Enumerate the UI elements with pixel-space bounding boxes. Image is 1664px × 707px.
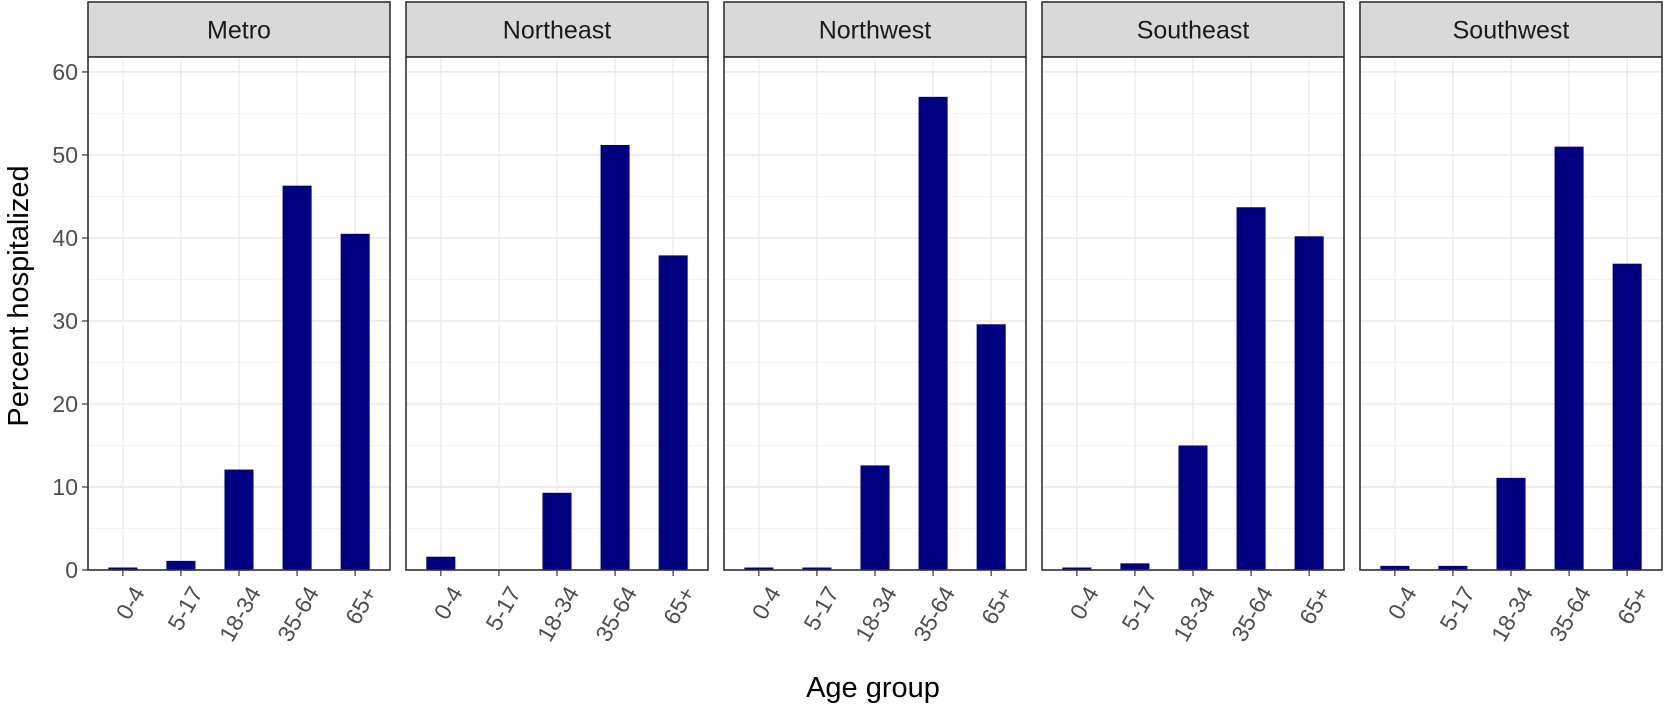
y-tick-label: 10	[52, 474, 78, 500]
facet-strip-label: Southwest	[1453, 17, 1570, 45]
x-tick-label: 35-64	[1226, 582, 1278, 646]
x-tick-label: 18-34	[214, 582, 266, 646]
x-tick-label: 0-4	[111, 582, 150, 624]
bar	[340, 233, 370, 571]
facet-strip	[405, 1, 709, 58]
bar	[1236, 207, 1266, 571]
x-tick-label: 65+	[1612, 582, 1654, 629]
x-tick-label: 5-17	[1116, 582, 1162, 635]
bar	[1554, 146, 1584, 570]
bar	[1062, 567, 1092, 570]
bar	[744, 567, 774, 570]
x-tick-label: 5-17	[162, 582, 208, 635]
x-tick-label: 35-64	[908, 582, 960, 646]
facet-strip	[87, 1, 391, 58]
x-tick-label: 18-34	[1486, 582, 1538, 646]
bar	[918, 96, 948, 570]
y-axis-title: Percent hospitalized	[3, 165, 35, 426]
y-tick-label: 50	[52, 142, 78, 168]
bar	[166, 560, 196, 570]
y-tick-label: 20	[52, 391, 78, 417]
facet-strip-label: Northeast	[503, 17, 611, 45]
facet-panel: Metro 0-4 5-17 18-34 35-64 65+	[87, 1, 391, 646]
facet-strip	[723, 1, 1027, 58]
x-tick-label: 0-4	[1065, 582, 1104, 624]
x-tick-label: 65+	[340, 582, 382, 629]
facet-strip	[1359, 1, 1663, 58]
y-tick-label: 30	[52, 308, 78, 334]
y-tick-label: 60	[52, 59, 78, 85]
bar	[802, 567, 832, 570]
bar	[1294, 236, 1324, 570]
x-tick-label: 65+	[658, 582, 700, 629]
x-tick-label: 18-34	[850, 582, 902, 646]
bar	[108, 567, 138, 570]
facet-strip	[1041, 1, 1345, 58]
x-tick-label: 35-64	[590, 582, 642, 646]
facet-panel: Northwest 0-4 5-17 18-34 35-64 65+	[723, 1, 1027, 646]
x-tick-label: 5-17	[1434, 582, 1480, 635]
x-tick-label: 0-4	[747, 582, 786, 624]
bar	[1438, 565, 1468, 570]
x-tick-label: 35-64	[1544, 582, 1596, 646]
x-tick-label: 5-17	[798, 582, 844, 635]
bar	[976, 324, 1006, 570]
facet-panel: Southeast 0-4 5-17 18-34 35-64 65+	[1041, 1, 1345, 646]
bar	[426, 556, 456, 570]
facet-panel: Northeast 0-4 5-17 18-34 35-64 65+	[405, 1, 709, 646]
facet-strip-label: Southeast	[1137, 17, 1250, 45]
y-tick-label: 0	[65, 557, 78, 583]
facet-strip-label: Northwest	[819, 17, 932, 45]
x-tick-label: 65+	[976, 582, 1018, 629]
facet-panel: Southwest 0-4 5-17 18-34 35-64 65+	[1359, 1, 1663, 646]
x-tick-label: 18-34	[1168, 582, 1220, 646]
bar	[224, 469, 254, 570]
x-tick-label: 5-17	[480, 582, 526, 635]
x-tick-label: 0-4	[1383, 582, 1422, 624]
y-axis: 0 10 20 30 40 50 60	[52, 59, 88, 583]
x-tick-label: 35-64	[272, 582, 324, 646]
x-tick-label: 0-4	[429, 582, 468, 624]
x-axis-title: Age group	[806, 672, 940, 704]
bar	[600, 144, 630, 570]
bar	[860, 465, 890, 570]
x-tick-label: 65+	[1294, 582, 1336, 629]
facet-strip-label: Metro	[207, 17, 271, 45]
x-tick-label: 18-34	[532, 582, 584, 646]
bar	[1178, 445, 1208, 570]
bar	[1612, 263, 1642, 570]
bar	[658, 255, 688, 571]
y-tick-label: 40	[52, 225, 78, 251]
bar	[282, 185, 312, 571]
bar	[542, 492, 572, 570]
bar	[1380, 565, 1410, 570]
bar	[1120, 563, 1150, 570]
bar	[1496, 477, 1526, 570]
